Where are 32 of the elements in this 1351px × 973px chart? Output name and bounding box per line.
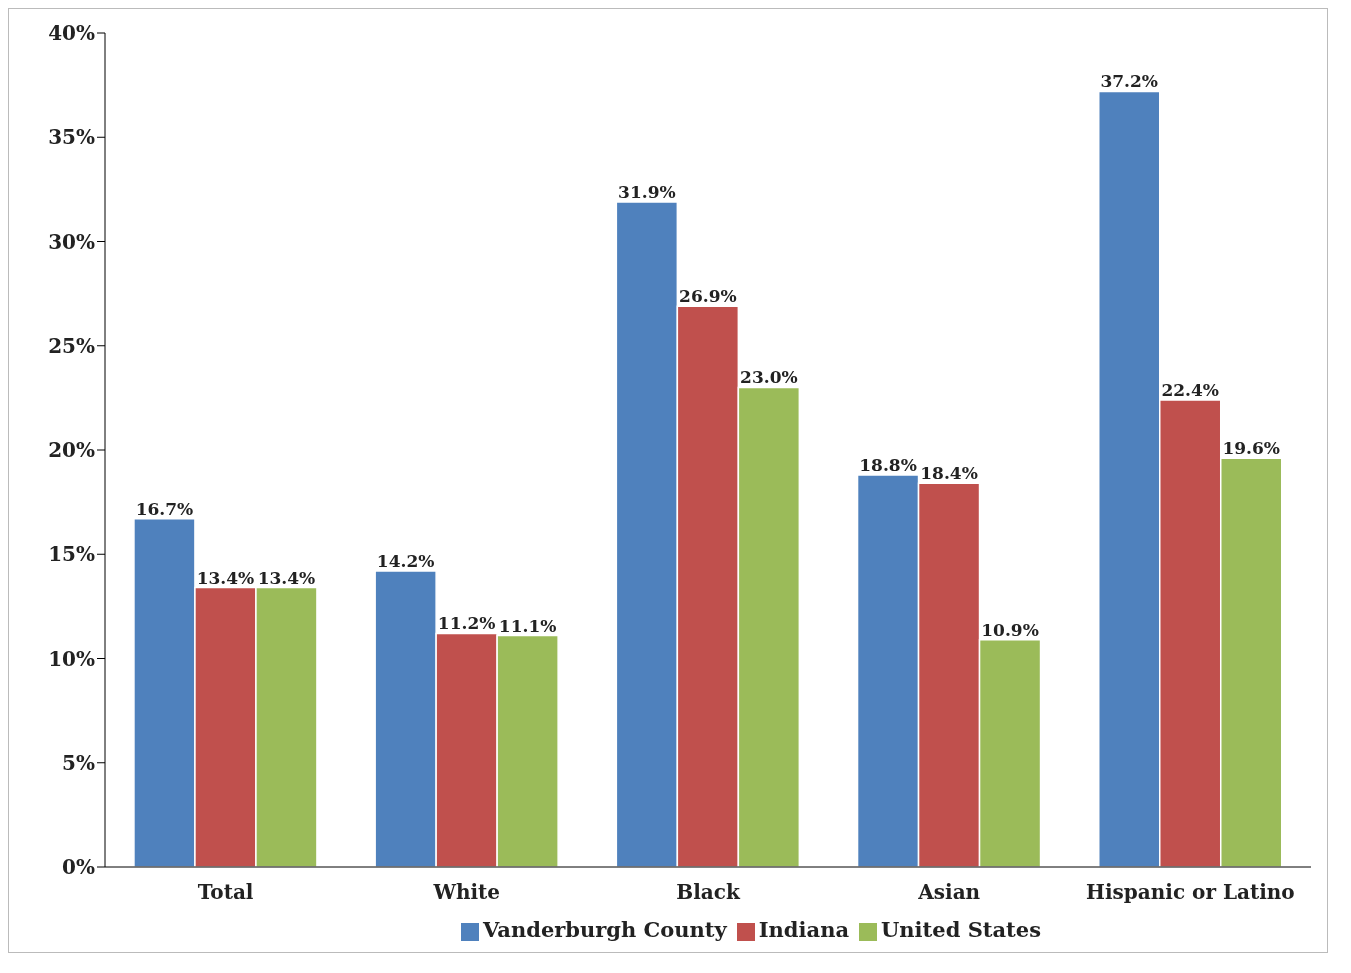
data-label: 18.8% (859, 455, 917, 476)
y-tick-label: 15% (48, 542, 95, 567)
y-tick-label: 40% (48, 21, 95, 46)
x-tick-label: Black (676, 880, 741, 905)
legend-label: Indiana (758, 917, 850, 942)
y-tick-label: 5% (62, 750, 95, 775)
data-label: 31.9% (618, 181, 676, 202)
y-tick-label: 25% (48, 333, 95, 358)
y-tick-label: 30% (48, 229, 95, 254)
data-label: 11.1% (498, 615, 557, 636)
y-tick-label: 10% (48, 646, 95, 671)
data-label: 10.9% (981, 619, 1039, 640)
y-tick-label: 0% (62, 855, 95, 880)
data-label: 26.9% (679, 286, 737, 307)
legend-label: Vanderburgh County (482, 917, 727, 942)
data-label: 22.4% (1161, 379, 1220, 400)
y-tick-label: 20% (48, 438, 95, 463)
data-label: 37.2% (1100, 71, 1159, 92)
data-label: 13.4% (196, 567, 255, 588)
data-label: 16.7% (135, 498, 194, 519)
data-label: 18.4% (920, 463, 978, 484)
x-tick-label: Hispanic or Latino (1086, 880, 1295, 905)
x-tick-label: White (432, 880, 501, 905)
data-label: 13.4% (257, 567, 316, 588)
x-tick-label: Total (197, 880, 254, 905)
x-tick-label: Asian (917, 880, 981, 905)
data-label: 14.2% (376, 550, 435, 571)
data-label: 23.0% (740, 367, 798, 388)
data-label: 19.6% (1222, 438, 1281, 459)
data-label: 11.2% (437, 613, 496, 634)
legend-label: United States (881, 917, 1041, 942)
y-tick-label: 35% (48, 125, 95, 150)
